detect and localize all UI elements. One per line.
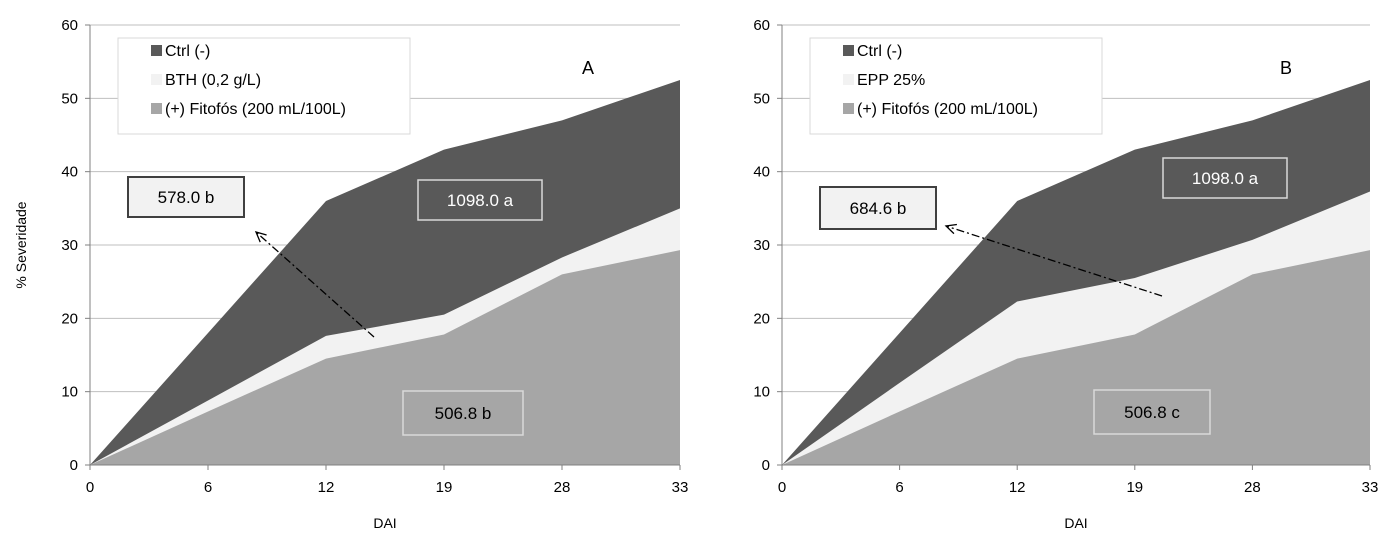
area-series-2 (782, 250, 1370, 465)
legend-swatch (843, 45, 854, 56)
chart-panel-a: 0 10 20 30 40 50 60 0 6 12 19 28 33 DAI % Severidade A C… (13, 17, 688, 531)
x-tick-label: 19 (436, 479, 453, 496)
y-tick-label: 10 (753, 384, 770, 401)
annotation-frame (1093, 389, 1211, 435)
legend-swatch (843, 74, 854, 85)
annotation-frame (127, 176, 245, 218)
annotation-frame (417, 179, 543, 221)
chart-panel-b: 0 10 20 30 40 50 60 0 6 12 19 28 33 DAI B Ctrl (-) EPP 2… (753, 17, 1378, 531)
arrow-head (254, 231, 267, 243)
legend-entry: (+) Fitofós (200 mL/100L) (165, 101, 346, 118)
y-tick-label: 50 (753, 90, 770, 107)
y-tick-label: 50 (61, 90, 78, 107)
arrow-head (944, 223, 957, 235)
y-tick-label: 40 (61, 164, 78, 181)
y-tick-label: 40 (753, 164, 770, 181)
y-tick-label: 20 (753, 310, 770, 327)
annotation-frame (1162, 157, 1288, 199)
x-axis-label: DAI (373, 515, 396, 531)
area-series-2 (90, 250, 680, 465)
x-tick-label: 0 (778, 479, 786, 496)
y-tick-label: 0 (70, 457, 78, 474)
legend-swatch (151, 45, 162, 56)
y-tick-label: 10 (61, 384, 78, 401)
legend-entry: (+) Fitofós (200 mL/100L) (857, 101, 1038, 118)
y-tick-label: 30 (61, 237, 78, 254)
panel-label: A (582, 58, 594, 78)
x-tick-label: 28 (554, 479, 571, 496)
panel-label: B (1280, 58, 1292, 78)
x-tick-label: 33 (1362, 479, 1379, 496)
annotation-box: 1098.0 a (1162, 157, 1288, 199)
legend-entry: BTH (0,2 g/L) (165, 72, 261, 89)
y-axis-label: % Severidade (13, 201, 29, 288)
x-tick-label: 6 (204, 479, 212, 496)
arrow-line (255, 231, 375, 338)
legend-swatch (151, 74, 162, 85)
y-tick-label: 60 (753, 17, 770, 34)
x-tick-label: 6 (895, 479, 903, 496)
annotation-label: 506.8 b (435, 404, 492, 423)
x-tick-label: 33 (672, 479, 689, 496)
x-tick-label: 0 (86, 479, 94, 496)
y-tick-label: 0 (762, 457, 770, 474)
annotation-label: 684.6 b (850, 199, 907, 218)
x-axis-label: DAI (1064, 515, 1087, 531)
legend-swatch (843, 103, 854, 114)
annotation-box: 684.6 b (819, 186, 937, 230)
y-tick-label: 60 (61, 17, 78, 34)
x-tick-label: 28 (1244, 479, 1261, 496)
x-tick-label: 12 (318, 479, 335, 496)
arrow-line (945, 225, 1163, 297)
annotation-frame (819, 186, 937, 230)
y-tick-label: 30 (753, 237, 770, 254)
legend-swatch (151, 103, 162, 114)
annotation-label: 506.8 c (1124, 403, 1180, 422)
annotation-box: 578.0 b (127, 176, 245, 218)
legend-entry: Ctrl (-) (857, 43, 902, 60)
legend-entry: EPP 25% (857, 72, 925, 89)
y-tick-label: 20 (61, 310, 78, 327)
annotation-label: 1098.0 a (1192, 169, 1259, 188)
legend-box (809, 37, 1103, 135)
legend: Ctrl (-) EPP 25% (+) Fitofós (200 mL/100L) (809, 37, 1103, 135)
annotation-label: 578.0 b (158, 188, 215, 207)
annotation-box: 506.8 b (402, 390, 524, 436)
legend-entry: Ctrl (-) (165, 43, 210, 60)
annotation-label: 1098.0 a (447, 191, 514, 210)
annotation-frame (402, 390, 524, 436)
annotation-box: 506.8 c (1093, 389, 1211, 435)
annotation-box: 1098.0 a (417, 179, 543, 221)
x-tick-label: 19 (1126, 479, 1143, 496)
x-tick-label: 12 (1009, 479, 1026, 496)
legend-box (117, 37, 411, 135)
legend: Ctrl (-) BTH (0,2 g/L) (+) Fitofós (200 mL… (117, 37, 411, 135)
